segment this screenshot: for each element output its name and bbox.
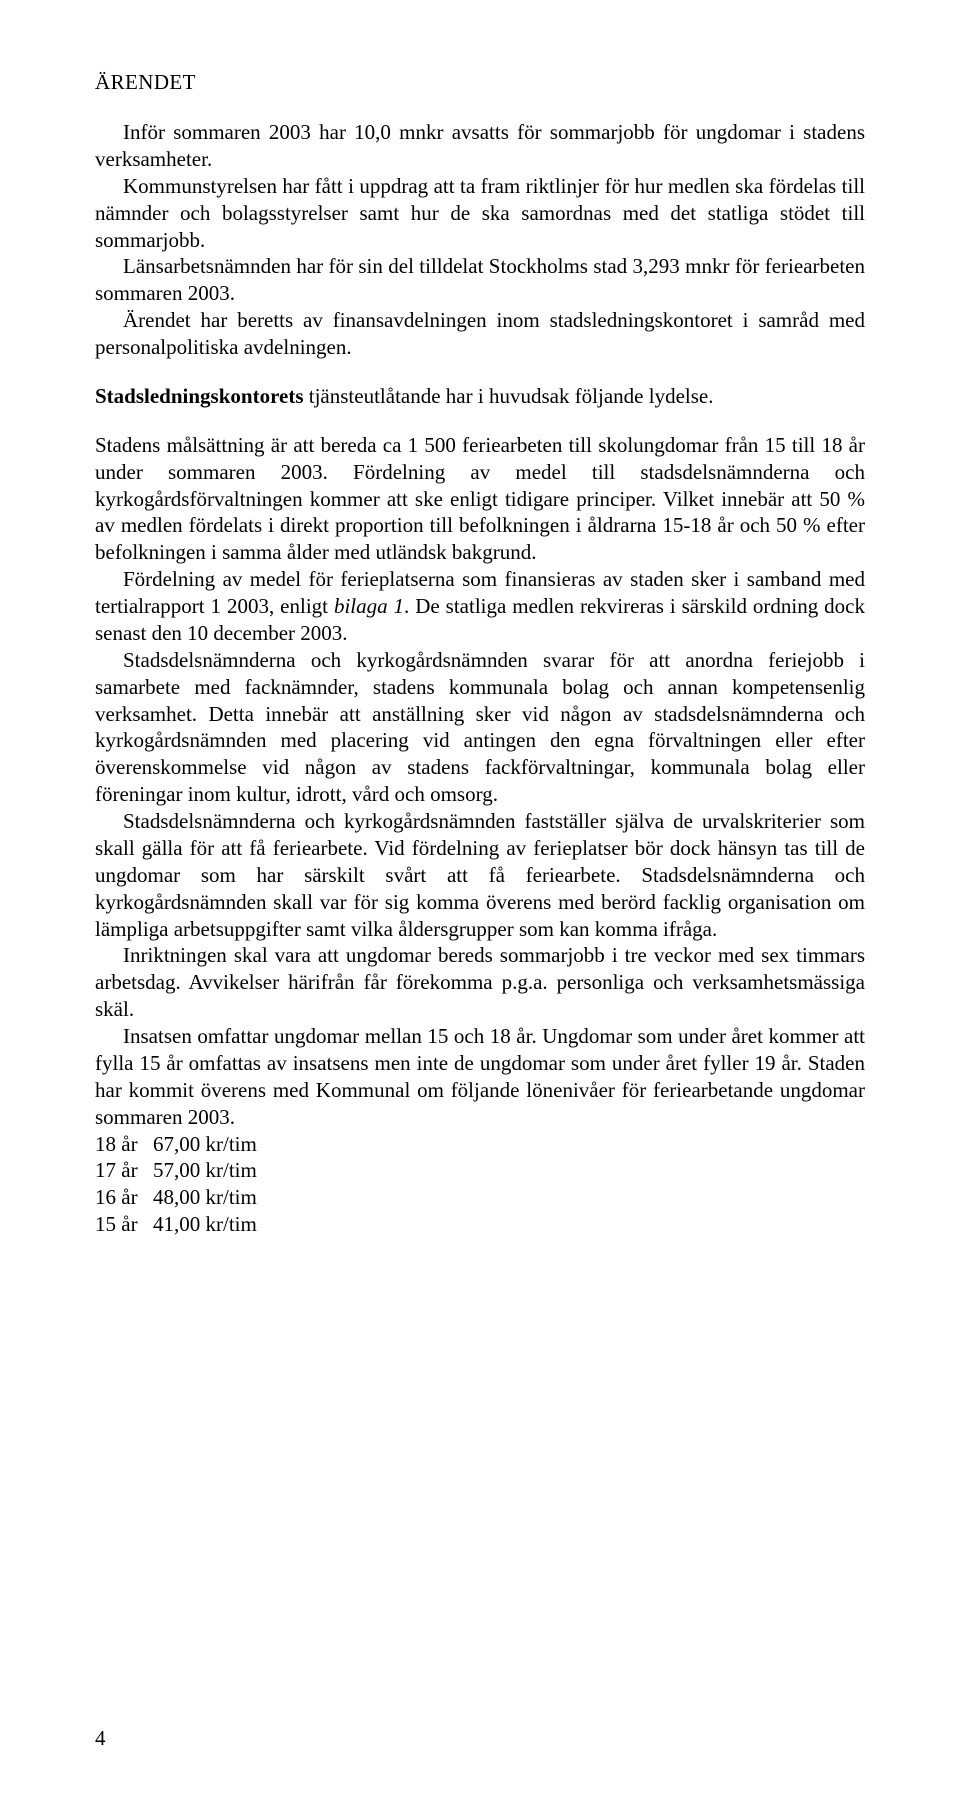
section-title: ÄRENDET: [95, 70, 865, 95]
subheading: Stadsledningskontorets tjänsteutlåtande …: [95, 383, 865, 410]
subheading-bold: Stadsledningskontorets: [95, 384, 304, 408]
wage-rate: 57,00 kr/tim: [153, 1158, 257, 1182]
body-paragraph-1: Stadens målsättning är att bereda ca 1 5…: [95, 432, 865, 566]
subheading-rest: tjänsteutlåtande har i huvudsak följande…: [304, 384, 714, 408]
body-paragraph-4: Stadsdelsnämnderna och kyrkogårdsnämnden…: [95, 808, 865, 942]
wage-rate: 48,00 kr/tim: [153, 1185, 257, 1209]
body-p2-italic: bilaga 1: [334, 594, 404, 618]
intro-paragraph-1: Inför sommaren 2003 har 10,0 mnkr avsatt…: [95, 119, 865, 173]
page-number: 4: [95, 1726, 106, 1751]
wage-age: 17 år: [95, 1157, 153, 1184]
wage-row: 18 år67,00 kr/tim: [95, 1131, 865, 1158]
wage-row: 15 år41,00 kr/tim: [95, 1211, 865, 1238]
intro-paragraph-2: Kommunstyrelsen har fått i uppdrag att t…: [95, 173, 865, 254]
wage-age: 15 år: [95, 1211, 153, 1238]
wage-rate: 41,00 kr/tim: [153, 1212, 257, 1236]
body-paragraph-6: Insatsen omfattar ungdomar mellan 15 och…: [95, 1023, 865, 1131]
wage-age: 16 år: [95, 1184, 153, 1211]
intro-paragraph-4: Ärendet har beretts av finansavdelningen…: [95, 307, 865, 361]
wage-row: 16 år48,00 kr/tim: [95, 1184, 865, 1211]
wage-rate: 67,00 kr/tim: [153, 1132, 257, 1156]
wage-age: 18 år: [95, 1131, 153, 1158]
wage-row: 17 år57,00 kr/tim: [95, 1157, 865, 1184]
document-page: ÄRENDET Inför sommaren 2003 har 10,0 mnk…: [0, 0, 960, 1799]
intro-paragraph-3: Länsarbetsnämnden har för sin del tillde…: [95, 253, 865, 307]
body-paragraph-3: Stadsdelsnämnderna och kyrkogårdsnämnden…: [95, 647, 865, 808]
body-paragraph-2: Fördelning av medel för ferieplatserna s…: [95, 566, 865, 647]
body-paragraph-5: Inriktningen skal vara att ungdomar bere…: [95, 942, 865, 1023]
